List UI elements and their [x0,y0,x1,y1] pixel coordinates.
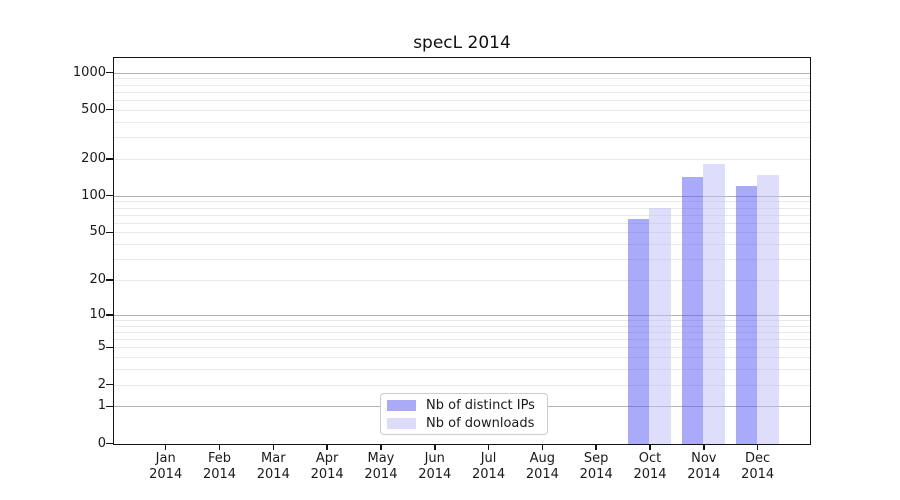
y-tick-mark [106,346,113,349]
minor-gridline [114,244,810,246]
y-tick-label: 1 [97,398,106,414]
legend: Nb of distinct IPs Nb of downloads [380,393,548,435]
y-tick-label: 100 [81,187,106,203]
x-tick-mark [326,444,328,450]
bar-distinct-ips-dec [735,186,758,444]
x-tick-mark [487,444,490,450]
chart-title: specL 2014 [413,33,511,53]
y-tick-mark [106,279,113,281]
x-tick-label: Jun 2014 [418,451,452,482]
y-tick-label: 200 [81,150,106,166]
legend-label-downloads: Nb of downloads [426,415,535,431]
minor-gridline [114,91,810,93]
minor-gridline [114,259,810,261]
x-tick-mark [595,444,597,450]
x-tick-label: Mar 2014 [256,451,290,482]
minor-gridline [114,331,810,333]
y-tick-label: 5 [97,339,106,355]
minor-gridline [114,319,810,321]
x-tick-label: Aug 2014 [525,451,559,482]
minor-gridline [114,201,810,203]
minor-gridline [114,99,810,101]
minor-gridline [114,325,810,327]
y-tick-label: 0 [97,435,106,451]
y-tick-mark [106,383,113,386]
y-tick-mark [106,108,113,111]
x-tick-label: Jan 2014 [149,451,183,482]
minor-gridline [114,280,810,282]
x-tick-label: Sep 2014 [579,451,613,482]
y-tick-mark [106,158,113,160]
x-tick-mark [164,444,167,450]
x-tick-label: Jul 2014 [472,451,506,482]
minor-gridline [114,214,810,216]
minor-gridline [114,109,810,111]
x-tick-label: Oct 2014 [633,451,667,482]
bar-downloads-dec [757,175,779,444]
y-tick-mark [106,194,113,197]
x-tick-label: Apr 2014 [310,451,344,482]
minor-gridline [114,339,810,341]
y-tick-label: 1000 [72,64,106,80]
minor-gridline [114,357,810,359]
legend-row-downloads: Nb of downloads [387,416,541,431]
x-tick-mark [272,444,275,450]
major-gridline [114,314,810,316]
minor-gridline [114,369,810,371]
minor-gridline [114,158,810,160]
major-gridline [114,72,810,74]
y-tick-mark [106,314,113,316]
minor-gridline [114,222,810,224]
x-tick-mark [703,444,705,450]
y-tick-mark [106,231,113,234]
minor-gridline [114,207,810,209]
minor-gridline [114,78,810,80]
y-tick-label: 50 [89,224,106,240]
legend-swatch-distinct-ips [387,399,416,411]
minor-gridline [114,232,810,234]
legend-swatch-downloads [387,417,416,429]
plot-area [113,57,811,445]
x-tick-label: May 2014 [364,451,398,482]
bar-distinct-ips-oct [627,219,650,444]
legend-label-distinct-ips: Nb of distinct IPs [426,397,535,413]
y-tick-label: 2 [97,376,106,392]
x-tick-mark [434,444,436,450]
y-tick-mark [106,442,113,445]
major-gridline [114,195,810,197]
x-tick-label: Dec 2014 [741,451,775,482]
bar-distinct-ips-nov [681,176,704,444]
x-tick-mark [380,444,382,450]
minor-gridline [114,84,810,86]
minor-gridline [114,384,810,386]
bar-downloads-oct [649,208,671,444]
minor-gridline [114,347,810,349]
x-tick-mark [541,444,544,450]
legend-row-distinct-ips: Nb of distinct IPs [387,398,541,413]
x-tick-label: Feb 2014 [202,451,237,482]
x-tick-mark [218,444,221,450]
y-tick-mark [106,405,113,408]
x-tick-mark [649,444,651,450]
y-tick-mark [106,71,113,74]
minor-gridline [114,137,810,139]
y-tick-label: 500 [81,101,106,117]
bar-downloads-nov [703,164,725,444]
y-tick-label: 20 [89,272,106,288]
x-tick-label: Nov 2014 [687,451,721,482]
y-tick-label: 10 [89,306,106,322]
x-tick-mark [756,444,759,450]
minor-gridline [114,121,810,123]
